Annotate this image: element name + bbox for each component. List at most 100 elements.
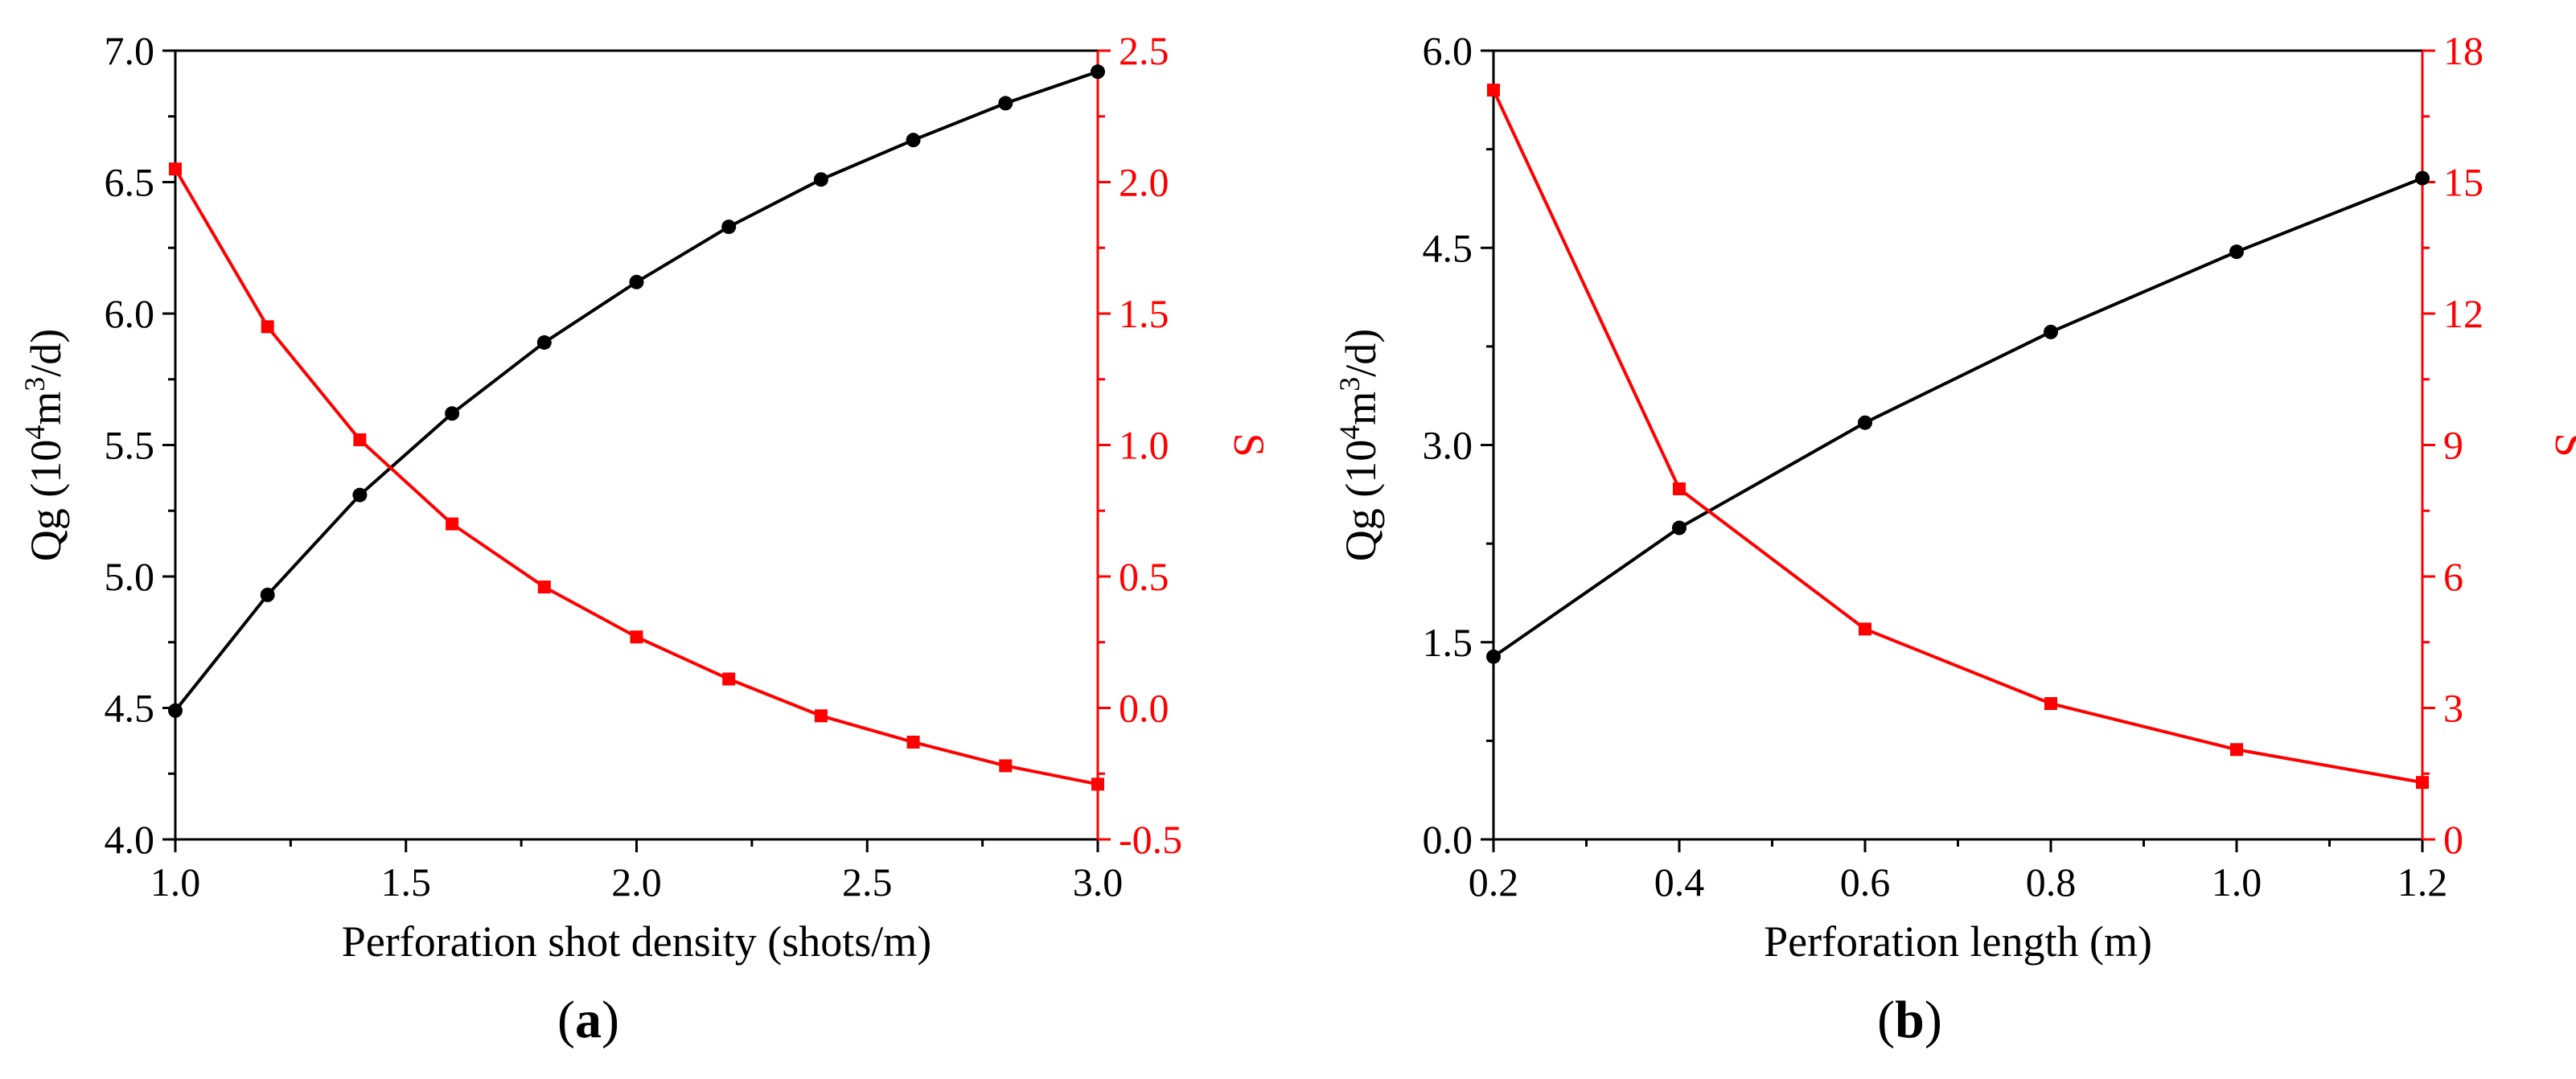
left-y-axis-title-mid: m [1337, 392, 1385, 425]
panel-label-letter: a [575, 991, 602, 1049]
data-point-s [1673, 482, 1686, 495]
data-point-s [722, 672, 736, 686]
right-y-tick-label: 9 [2443, 423, 2463, 468]
series-line-qg [174, 70, 1099, 712]
data-point-s [1091, 777, 1104, 791]
right-y-axis-title: S [2546, 433, 2576, 457]
data-point-s [1487, 84, 1500, 97]
left-y-axis-title-suffix: /d) [22, 329, 70, 377]
left-y-tick-label: 4.0 [105, 817, 155, 862]
left-y-axis-title-prefix: Qg (10 [22, 440, 70, 561]
left-y-tick-label: 4.5 [1423, 225, 1473, 270]
right-y-tick-label: 15 [2443, 160, 2484, 205]
right-y-tick-label: 18 [2443, 28, 2484, 73]
right-y-tick-label: 3 [2443, 686, 2463, 731]
left-y-tick-label: 3.0 [1423, 423, 1473, 468]
right-y-tick-label: -0.5 [1119, 817, 1182, 862]
left-y-axis-title-sup1: 4 [1333, 425, 1366, 440]
data-point-s [999, 759, 1013, 773]
x-tick-label: 0.6 [1840, 860, 1891, 905]
left-y-axis-title-suffix: /d) [1337, 329, 1385, 377]
left-y-tick-label: 6.0 [105, 291, 155, 336]
data-point-qg [721, 219, 737, 235]
left-y-axis-title: Qg (104m3/d) [1333, 329, 1385, 562]
left-y-axis-title-mid: m [22, 392, 70, 425]
data-point-qg [445, 406, 460, 421]
data-point-s [537, 581, 551, 594]
data-point-s [1859, 622, 1871, 636]
data-point-qg [813, 172, 828, 187]
x-tick-label: 2.5 [842, 860, 893, 905]
right-y-tick-label: 0.0 [1119, 686, 1169, 731]
data-point-qg [906, 133, 921, 148]
x-tick-label: 1.0 [2212, 860, 2262, 905]
left-y-axis-title-sup2: 3 [1333, 377, 1366, 392]
data-point-qg [2415, 170, 2430, 186]
x-tick-label: 3.0 [1073, 860, 1124, 905]
x-tick-label: 0.2 [1469, 860, 1519, 905]
right-y-tick-label: 2.0 [1119, 160, 1169, 205]
data-point-s [261, 320, 274, 334]
panel-label-open: ( [1877, 991, 1895, 1049]
series-line-s [1492, 89, 2423, 785]
chart-panel-a: 1.0 1.5 2.0 2.5 3.0 4.0 4.5 5.0 5.5 6.0 6.5 7.0 -0.5… [18, 28, 1273, 1049]
data-point-s [2416, 776, 2429, 790]
x-axis-title: Perforation length (m) [1764, 917, 2152, 966]
left-y-axis-title-sup1: 4 [18, 425, 51, 440]
series-line-s [174, 168, 1099, 786]
data-point-qg [352, 487, 368, 503]
data-point-qg [168, 703, 183, 718]
data-point-qg [2044, 324, 2058, 339]
data-point-qg [1858, 415, 1872, 430]
panel-label-letter: b [1895, 991, 1925, 1049]
panel-label-close: ) [1925, 991, 1942, 1049]
panel-label-close: ) [602, 991, 619, 1049]
right-y-tick-label: 6 [2443, 554, 2463, 599]
right-y-tick-label: 12 [2443, 291, 2484, 336]
data-point-s [2044, 697, 2057, 711]
left-y-tick-label: 6.0 [1423, 28, 1473, 73]
x-tick-label: 0.8 [2026, 860, 2077, 905]
data-point-s [814, 709, 828, 723]
panel-label-open: ( [557, 991, 575, 1049]
x-tick-label: 1.2 [2397, 860, 2448, 905]
data-point-qg [2229, 244, 2244, 260]
left-y-tick-label: 7.0 [105, 28, 155, 73]
left-y-tick-label: 5.0 [105, 554, 155, 599]
right-y-axis-title: S [1225, 433, 1273, 457]
chart-panel-b: 0.2 0.4 0.6 0.8 1.0 1.2 0.0 1.5 3.0 4.5 6.0 0 3 6 9 12 1… [1333, 28, 2576, 1049]
data-point-s [630, 630, 643, 644]
series-line-qg [1492, 176, 2423, 658]
left-y-tick-label: 5.5 [105, 423, 155, 468]
x-tick-label: 1.5 [381, 860, 432, 905]
data-point-s [906, 736, 920, 749]
data-point-s [353, 433, 367, 446]
data-point-qg [1091, 64, 1105, 80]
data-point-qg [1672, 520, 1687, 535]
data-point-s [2230, 743, 2243, 757]
left-y-tick-label: 6.5 [105, 160, 155, 205]
right-y-tick-label: 2.5 [1119, 28, 1169, 73]
right-y-tick-label: 0.5 [1119, 554, 1169, 599]
right-y-tick-label: 1.5 [1119, 291, 1169, 336]
right-y-tick-label: 1.0 [1119, 423, 1169, 468]
left-y-axis-title-sup2: 3 [18, 377, 51, 392]
data-point-qg [629, 274, 644, 289]
data-point-qg [260, 587, 275, 602]
left-y-axis-title-prefix: Qg (10 [1337, 440, 1385, 561]
left-y-axis-title: Qg (104m3/d) [18, 329, 70, 562]
x-tick-label: 0.4 [1654, 860, 1705, 905]
left-y-tick-label: 1.5 [1423, 620, 1473, 665]
panel-label: (a) [557, 991, 619, 1049]
data-point-qg [536, 334, 552, 350]
panel-label: (b) [1877, 991, 1942, 1049]
left-y-tick-label: 0.0 [1423, 817, 1473, 862]
x-tick-label: 2.0 [611, 860, 662, 905]
left-y-tick-label: 4.5 [105, 686, 155, 731]
x-tick-label: 1.0 [150, 860, 201, 905]
data-point-s [169, 162, 182, 176]
x-axis-title: Perforation shot density (shots/m) [342, 917, 931, 966]
data-point-qg [1486, 649, 1501, 664]
data-point-qg [998, 96, 1013, 111]
